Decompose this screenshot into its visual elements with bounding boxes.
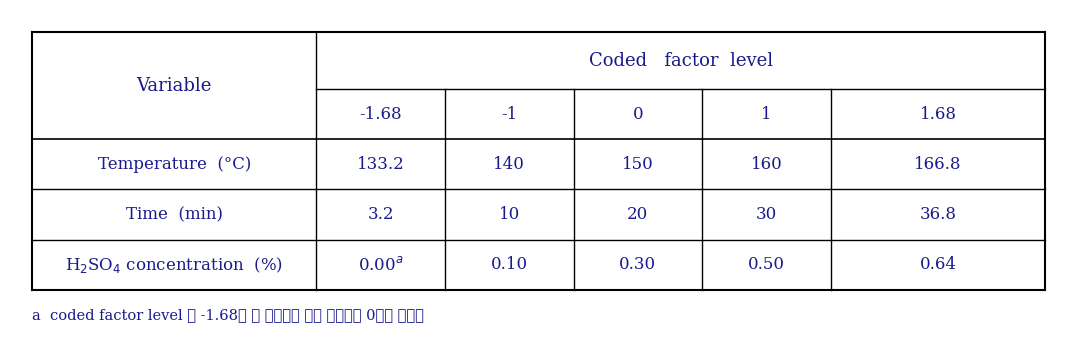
Text: 0.00$^{a}$: 0.00$^{a}$	[358, 256, 403, 274]
Text: 1.68: 1.68	[920, 106, 956, 122]
Text: H$_2$SO$_4$ concentration  (%): H$_2$SO$_4$ concentration (%)	[65, 255, 283, 275]
Text: 160: 160	[750, 156, 783, 173]
Text: 150: 150	[622, 156, 654, 173]
Text: 133.2: 133.2	[357, 156, 404, 173]
Text: 166.8: 166.8	[914, 156, 962, 173]
Text: 10: 10	[498, 206, 520, 223]
Text: Temperature  (°C): Temperature (°C)	[98, 156, 251, 173]
Text: Coded   factor  level: Coded factor level	[589, 52, 773, 69]
Text: 3.2: 3.2	[368, 206, 393, 223]
Text: 30: 30	[756, 206, 777, 223]
Text: 140: 140	[493, 156, 525, 173]
Text: 0: 0	[632, 106, 643, 122]
Text: 0.30: 0.30	[620, 256, 656, 274]
Text: 20: 20	[627, 206, 649, 223]
Text: 0.50: 0.50	[748, 256, 785, 274]
Text: 1: 1	[761, 106, 772, 122]
Text: -1: -1	[501, 106, 518, 122]
Text: Variable: Variable	[136, 77, 212, 95]
Text: a  coded factor level 이 -1.68일 대 실제값은 음의 값이므로 0으로 나타냄: a coded factor level 이 -1.68일 대 실제값은 음의 …	[32, 308, 425, 322]
Text: Time  (min): Time (min)	[125, 206, 223, 223]
Text: 36.8: 36.8	[920, 206, 956, 223]
Text: 0.10: 0.10	[491, 256, 527, 274]
Text: 0.64: 0.64	[920, 256, 956, 274]
Text: -1.68: -1.68	[359, 106, 402, 122]
